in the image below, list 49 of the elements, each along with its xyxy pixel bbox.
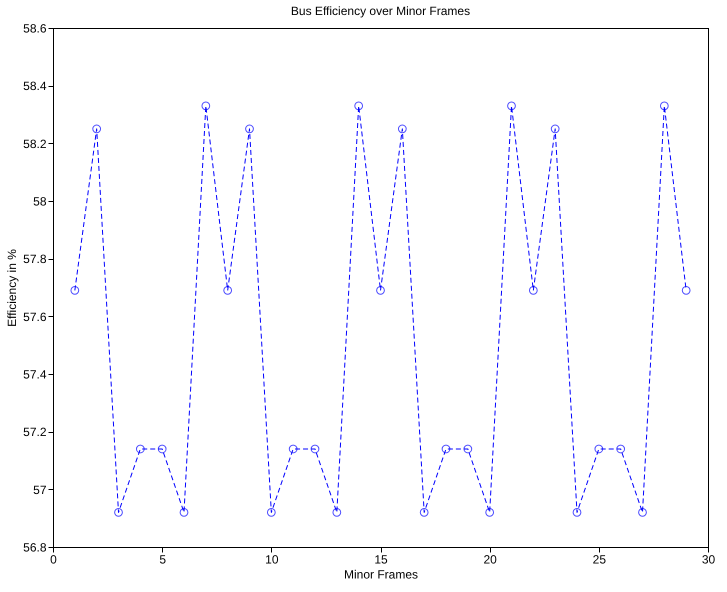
point xyxy=(310,444,320,454)
point xyxy=(682,286,691,295)
point xyxy=(223,286,232,295)
point xyxy=(507,101,516,110)
x-tick-label: 20 xyxy=(483,552,498,566)
y-tick-label: 57.4 xyxy=(23,368,47,382)
point xyxy=(266,508,276,517)
point xyxy=(180,508,188,517)
point xyxy=(70,286,80,295)
point xyxy=(376,286,385,295)
point xyxy=(201,101,210,110)
point xyxy=(158,444,167,454)
point xyxy=(550,124,560,134)
x-axis-title: Minor Frames xyxy=(344,568,418,582)
point xyxy=(572,508,582,517)
point xyxy=(92,124,102,134)
y-tick-label: 57.2 xyxy=(23,425,47,440)
y-tick-label: 57 xyxy=(33,482,47,497)
x-tick-label: 15 xyxy=(374,552,388,566)
x-tick-label: 25 xyxy=(592,552,606,566)
y-tick-label: 58.6 xyxy=(23,22,47,36)
y-tick-label: 58 xyxy=(33,194,47,208)
point xyxy=(332,508,342,517)
y-axis-title: Efficiency in % xyxy=(5,248,20,327)
point xyxy=(528,286,538,295)
point xyxy=(288,444,298,454)
point xyxy=(638,508,647,517)
chart-title: Bus Efficiency over Minor Frames xyxy=(290,4,470,18)
point xyxy=(136,444,145,454)
point xyxy=(245,124,254,134)
point xyxy=(660,101,669,110)
point xyxy=(354,101,364,110)
point xyxy=(485,508,494,517)
point xyxy=(442,444,450,454)
y-tick-label: 57.8 xyxy=(23,252,47,266)
point xyxy=(616,444,626,454)
x-tick-label: 30 xyxy=(702,552,716,566)
x-tick-label: 0 xyxy=(50,552,58,566)
point xyxy=(398,124,407,134)
point xyxy=(114,508,123,517)
y-tick-label: 58.4 xyxy=(23,79,47,94)
x-tick-label: 10 xyxy=(265,552,279,566)
point xyxy=(420,508,429,517)
y-tick-label: 57.6 xyxy=(23,310,47,324)
y-tick-label: 56.8 xyxy=(23,540,47,554)
point xyxy=(463,444,472,454)
point xyxy=(594,444,604,454)
x-tick-label: 5 xyxy=(159,552,166,566)
y-tick-label: 58.2 xyxy=(23,136,47,151)
